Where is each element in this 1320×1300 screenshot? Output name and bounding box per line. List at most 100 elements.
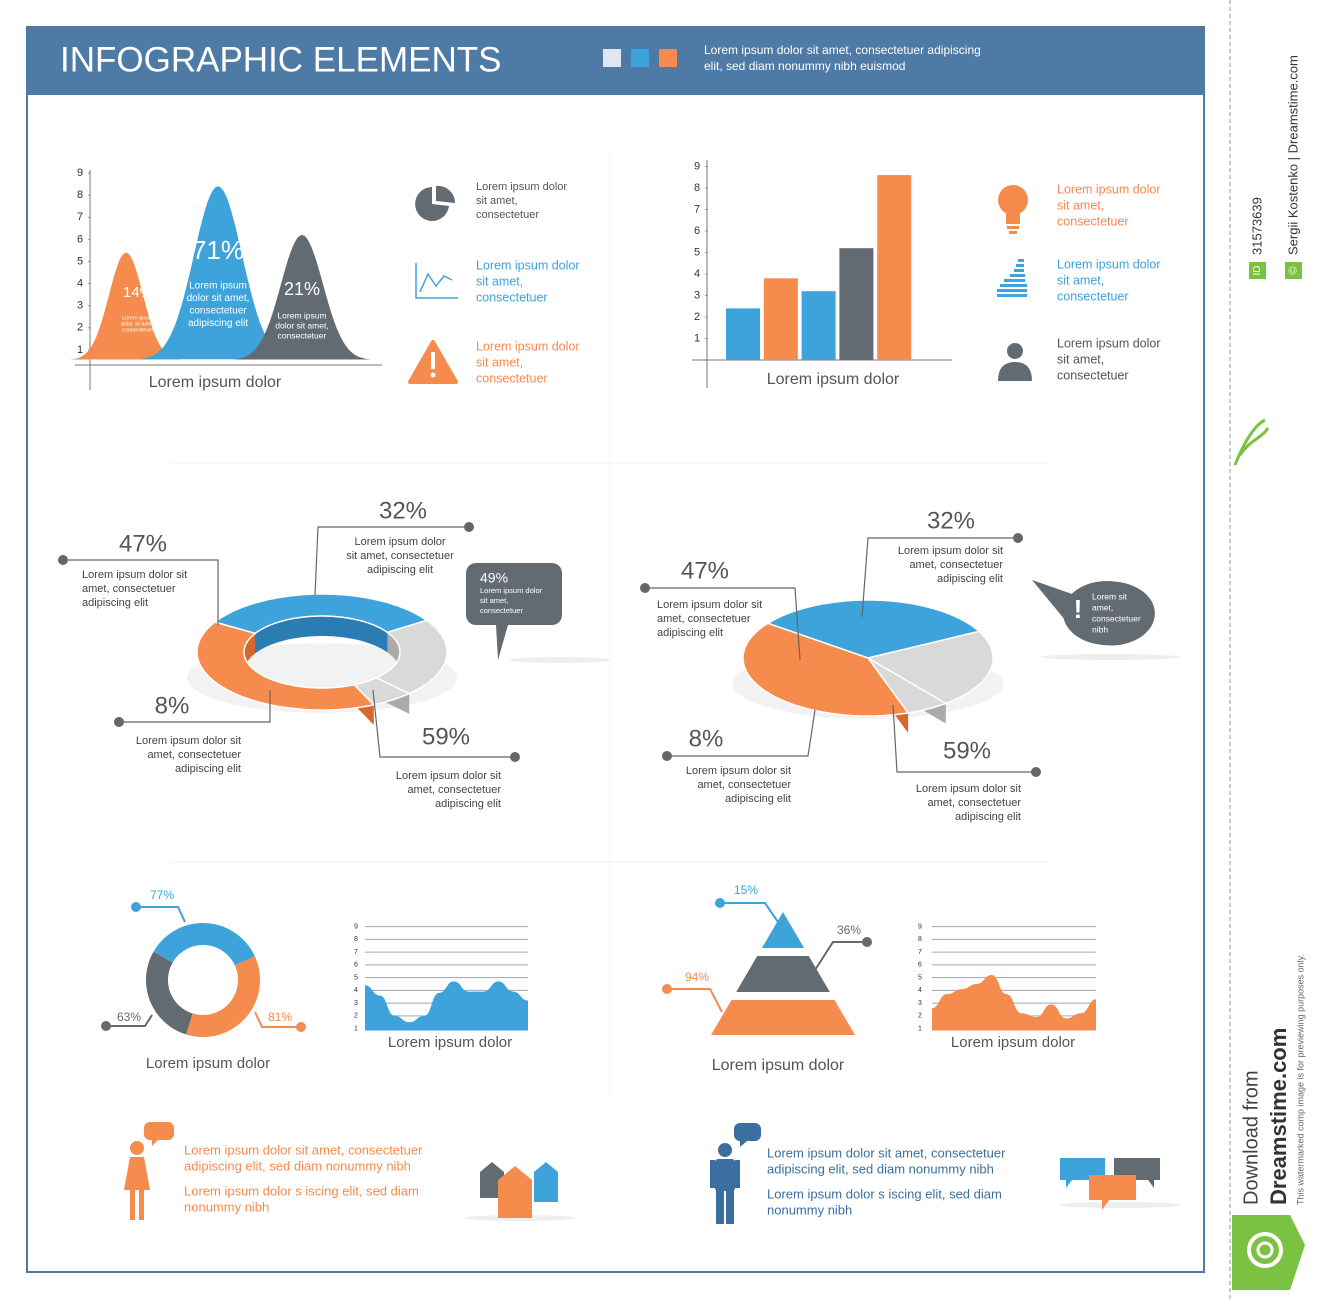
icon-person — [998, 343, 1032, 381]
caption: adipiscing elit — [435, 798, 501, 810]
people-text: nonummy nibh — [767, 1202, 852, 1217]
y-tick-label: 3 — [694, 289, 700, 301]
area — [932, 975, 1096, 1031]
swatch — [659, 49, 677, 67]
area — [365, 981, 528, 1031]
leader-dot — [662, 751, 672, 761]
y-tick-label: 7 — [77, 211, 83, 223]
list-text: consectetuer — [1057, 289, 1129, 303]
y-tick-label: 9 — [918, 923, 922, 930]
leader-dot — [114, 717, 124, 727]
caption: amet, consectetuer — [927, 797, 1021, 809]
slice — [866, 630, 994, 705]
y-tick-label: 9 — [77, 167, 83, 179]
x-axis-label: Lorem ipsum dolor — [951, 1034, 1075, 1051]
y-tick-label: 2 — [77, 322, 83, 334]
copyright-badge — [1285, 262, 1302, 279]
caption: dolor sit amet, — [187, 293, 250, 304]
value-label: 8% — [689, 725, 724, 752]
percent-label: 21% — [284, 279, 320, 299]
caption: adipiscing elit — [82, 597, 148, 609]
pyramid-band — [711, 1000, 855, 1035]
houses — [465, 1162, 575, 1221]
bell-curve — [138, 186, 298, 360]
people-text: Lorem ipsum dolor sit amet, consectetuer — [767, 1145, 1006, 1160]
list-text: sit amet, — [1057, 198, 1104, 212]
caption: adipiscing elit — [725, 793, 791, 805]
y-tick-label: 3 — [918, 1000, 922, 1007]
leader-line — [645, 587, 801, 661]
leader-line — [314, 526, 469, 596]
x-axis-label: Lorem ipsum dolor — [712, 1057, 845, 1074]
callout-text: consectetuer — [1092, 613, 1141, 623]
y-tick-label: 8 — [354, 936, 358, 943]
callout-text: amet, — [1092, 602, 1113, 612]
callout-text: Lorem sit — [1092, 591, 1128, 601]
caption: adipiscing elit — [937, 573, 1003, 585]
leader-line — [63, 559, 219, 625]
list-text: Lorem ipsum dolor — [476, 339, 580, 353]
bar — [726, 308, 760, 360]
y-tick-label: 7 — [694, 203, 700, 215]
y-tick-label: 1 — [918, 1025, 922, 1032]
value-label: 94% — [685, 970, 709, 984]
y-tick-label: 6 — [918, 962, 922, 969]
caption: Lorem ipsum dolor sit — [396, 770, 501, 782]
caption: Lorem ipsum dolor sit — [82, 569, 187, 581]
scissors — [1233, 418, 1270, 466]
caption: Lorem ipsum dolor sit — [898, 545, 1003, 557]
leader-line — [667, 709, 816, 757]
caption: Lorem ipsum — [277, 310, 326, 320]
leader-line — [372, 689, 515, 758]
leader-line — [667, 988, 723, 1013]
callout-label: ! — [1074, 594, 1083, 624]
y-tick-label: 2 — [354, 1013, 358, 1020]
value-label: 32% — [379, 497, 427, 524]
list-text: sit amet, — [1057, 352, 1104, 366]
caption: amet, consectetuer — [147, 749, 241, 761]
y-tick-label: 5 — [77, 255, 83, 267]
caption: Lorem ipsum dolor sit — [916, 783, 1021, 795]
icon-pie — [415, 185, 456, 221]
site-logo — [1232, 1215, 1305, 1290]
caption: Lorem ipsum — [122, 315, 154, 321]
leader-line — [892, 704, 1036, 773]
icon-bulb — [998, 185, 1028, 234]
value-label: 77% — [150, 888, 174, 902]
callout-text: consectetuer — [480, 606, 523, 615]
callout-label: 49% — [480, 570, 508, 586]
list-text: sit amet, — [476, 355, 523, 369]
y-tick-label: 1 — [77, 344, 83, 356]
speech-bubbles — [1060, 1158, 1180, 1210]
callout — [1063, 581, 1151, 645]
y-tick-label: 7 — [918, 949, 922, 956]
y-tick-label: 1 — [694, 332, 700, 344]
people-text: Lorem ipsum dolor s iscing elit, sed dia… — [767, 1186, 1002, 1201]
bell-curve — [69, 252, 183, 360]
value-label: 8% — [155, 692, 190, 719]
list-text: sit amet, — [476, 274, 523, 288]
leader-line — [814, 941, 867, 971]
leader-line — [720, 902, 781, 926]
id-badge-text: ID — [1252, 266, 1263, 276]
list-text: sit amet, — [1057, 273, 1104, 287]
caption: amet, consectetuer — [407, 784, 501, 796]
image-id: 31573639 — [1249, 197, 1264, 255]
icon-warning — [408, 340, 458, 384]
y-tick-label: 3 — [354, 1000, 358, 1007]
y-tick-label: 8 — [77, 189, 83, 201]
y-tick-label: 9 — [354, 923, 358, 930]
y-tick-label: 3 — [77, 300, 83, 312]
man-icon — [710, 1123, 761, 1224]
bell-curve — [232, 234, 372, 360]
caption: amet, consectetuer — [697, 779, 791, 791]
header-text: Lorem ipsum dolor sit amet, consectetuer… — [704, 43, 981, 57]
leader-line — [254, 1011, 301, 1028]
percent-label: 14% — [123, 284, 153, 301]
donut-segment — [146, 951, 193, 1035]
y-tick-label: 7 — [354, 949, 358, 956]
slice — [742, 622, 910, 717]
value-label: 47% — [119, 530, 167, 557]
caption: adipiscing elit — [657, 627, 723, 639]
y-tick-label: 4 — [694, 268, 700, 280]
